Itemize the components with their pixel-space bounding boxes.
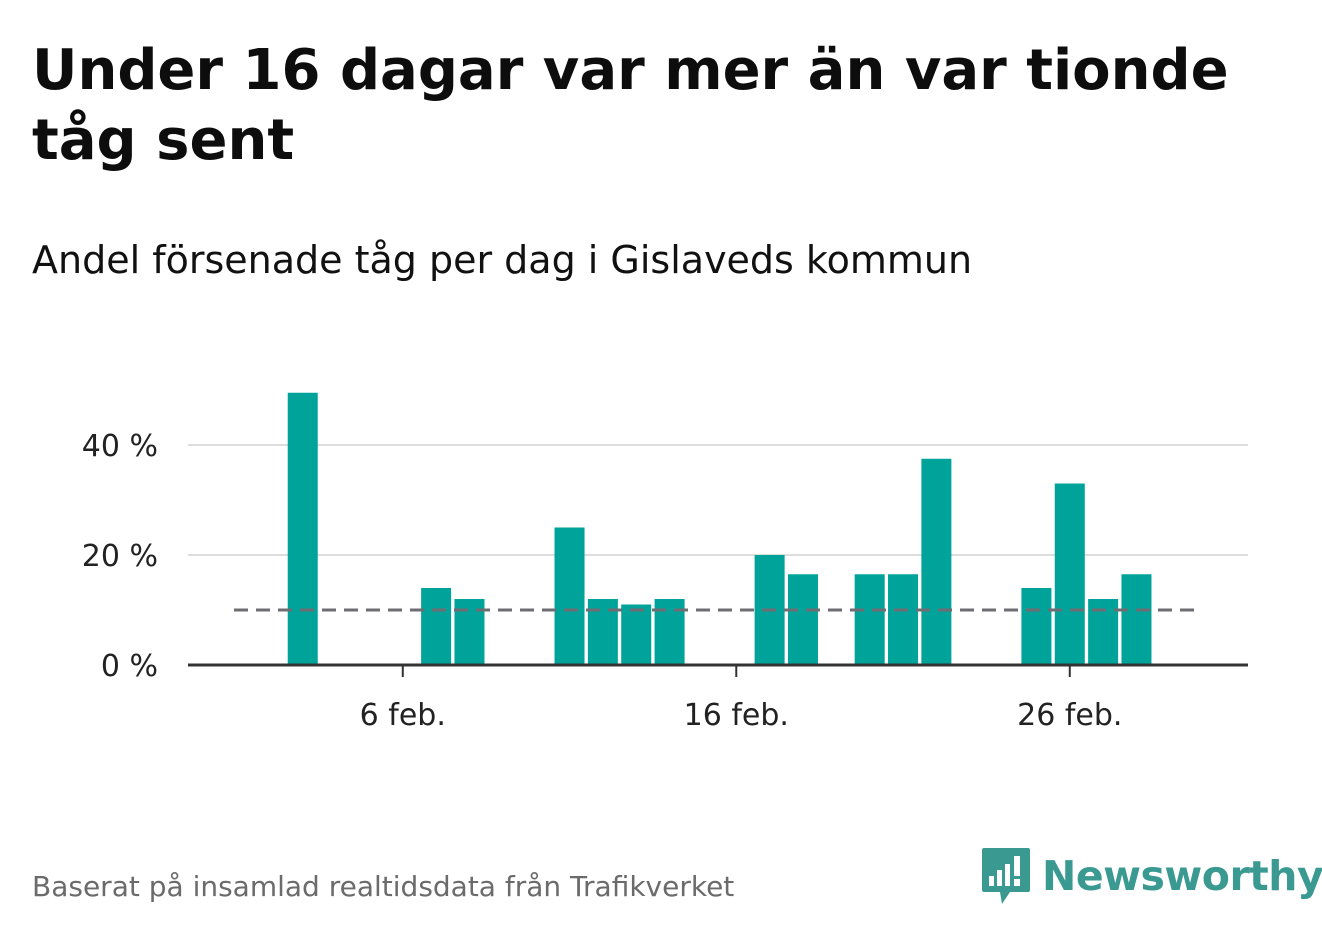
x-tick-label: 16 feb. (684, 698, 789, 733)
bar-chart: 0 % 20 % 40 % 6 feb. 16 feb. 26 feb. (82, 392, 1248, 733)
bar (1121, 574, 1152, 665)
gridlines (188, 444, 1248, 556)
y-tick-label: 20 % (82, 539, 158, 574)
newsworthy-logo-icon (982, 848, 1030, 904)
chart-title: Under 16 dagar var mer än var tionde tåg… (32, 38, 1229, 173)
newsworthy-logo: Newsworthy (980, 846, 1322, 906)
y-axis-ticks: 0 % 20 % 40 % (82, 429, 158, 684)
x-axis-ticks: 6 feb. 16 feb. 26 feb. (360, 665, 1122, 733)
bar (421, 588, 452, 665)
source-caption: Baserat på insamlad realtidsdata från Tr… (32, 870, 735, 903)
bar (787, 574, 818, 665)
bar (287, 392, 318, 665)
bars (287, 392, 1152, 665)
y-tick-label: 40 % (82, 429, 158, 464)
bar (854, 574, 885, 665)
x-tick-label: 26 feb. (1017, 698, 1122, 733)
chart-subtitle: Andel försenade tåg per dag i Gislaveds … (32, 238, 973, 282)
y-tick-label: 0 % (101, 649, 158, 684)
bar (1054, 483, 1085, 665)
bar (554, 527, 585, 665)
x-tick-label: 6 feb. (360, 698, 446, 733)
bar (621, 604, 652, 665)
bar (1021, 588, 1052, 665)
bar (888, 574, 919, 665)
bar (921, 458, 952, 665)
brand-name: Newsworthy (1042, 852, 1322, 900)
